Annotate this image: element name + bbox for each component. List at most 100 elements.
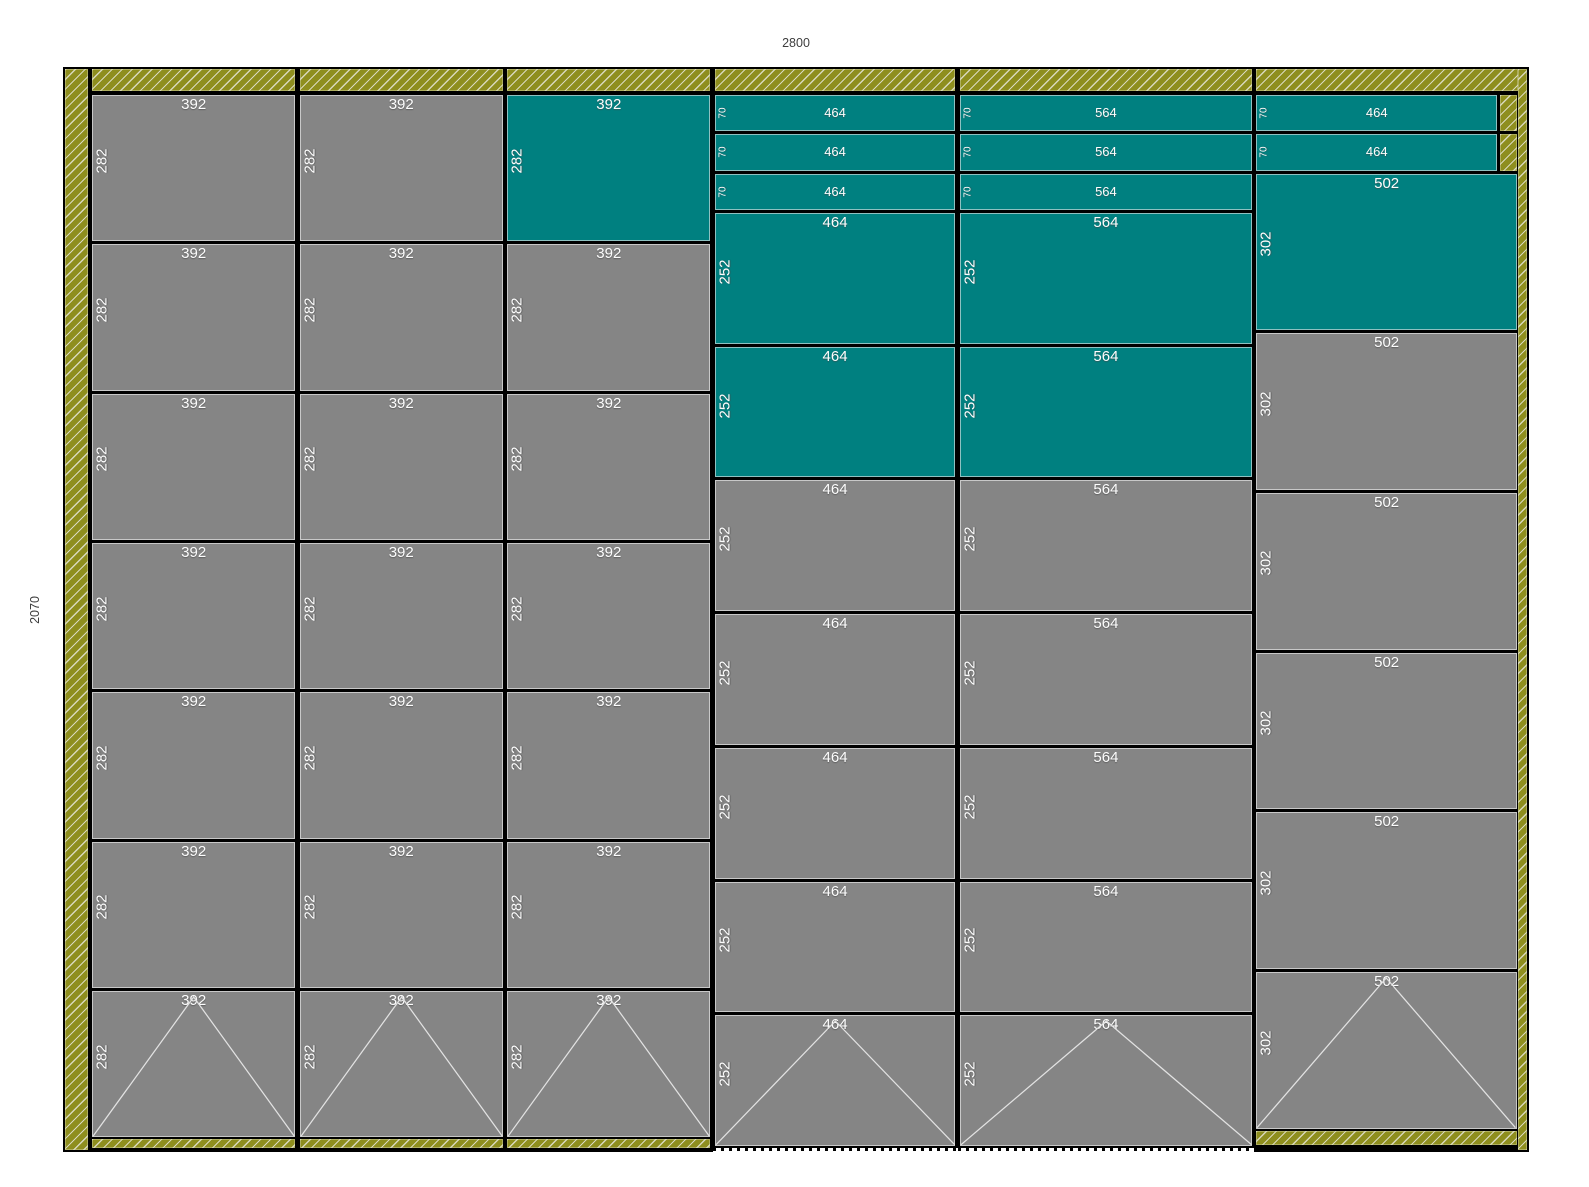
- panel-392x282[interactable]: 392 282: [507, 393, 711, 540]
- piece-width-label: 392: [181, 693, 207, 711]
- sheet-edge-dashed-line: [712, 1148, 958, 1152]
- panel-464x252[interactable]: 464 252: [714, 1015, 956, 1147]
- panel-502x302[interactable]: 502 302: [1256, 492, 1517, 650]
- piece-height-label: 282: [93, 894, 111, 920]
- piece-height-label: 252: [961, 927, 979, 953]
- piece-width-label: 392: [181, 543, 207, 561]
- piece-width-label: 464: [822, 213, 848, 231]
- panel-502x302[interactable]: 502 302: [1256, 972, 1517, 1129]
- piece-width-label: 564: [1093, 347, 1119, 365]
- strip-464x70[interactable]: 464 70: [1256, 134, 1498, 171]
- piece-width-label: 464: [822, 748, 848, 766]
- panel-502x302[interactable]: 502 302: [1256, 173, 1517, 331]
- trim-strip-top: [1256, 69, 1518, 91]
- panel-464x252[interactable]: 464 252: [714, 480, 956, 612]
- panel-392x282[interactable]: 392 282: [92, 990, 296, 1138]
- panel-392x282[interactable]: 392 282: [92, 244, 296, 391]
- panel-464x252[interactable]: 464 252: [714, 747, 956, 879]
- panel-392x282[interactable]: 392 282: [92, 95, 296, 242]
- panel-564x252[interactable]: 564 252: [959, 747, 1253, 879]
- panel-392x282[interactable]: 392 282: [299, 542, 503, 690]
- panel-564x252[interactable]: 564 252: [959, 480, 1253, 612]
- piece-height-label: 282: [93, 596, 111, 622]
- offcut-chevron-mark: [960, 1020, 1252, 1146]
- piece-height-label: 252: [961, 392, 979, 419]
- piece-height-label: 70: [1258, 146, 1270, 159]
- trim-strip-top: [959, 69, 1253, 91]
- piece-height-label: 282: [93, 148, 111, 174]
- piece-height-label: 252: [716, 660, 734, 686]
- sheet-height-dimension: 2070: [26, 67, 44, 1152]
- piece-height-label: 70: [717, 107, 729, 119]
- piece-height-label: 282: [93, 297, 111, 323]
- piece-width-label: 464: [822, 347, 848, 365]
- sheet-width-dimension: 2800: [782, 36, 810, 50]
- piece-width-label: 464: [822, 481, 848, 499]
- panel-392x282[interactable]: 392 282: [507, 990, 711, 1138]
- piece-height-label: 282: [301, 894, 319, 920]
- panel-502x302[interactable]: 502 302: [1256, 333, 1517, 490]
- piece-width-label: 464: [824, 105, 846, 121]
- panel-392x282[interactable]: 392 282: [299, 990, 503, 1138]
- panel-464x252[interactable]: 464 252: [714, 212, 956, 344]
- strip-464x70[interactable]: 464 70: [714, 134, 956, 171]
- strip-464x70[interactable]: 464 70: [714, 95, 956, 132]
- strip-564x70[interactable]: 564 70: [959, 95, 1253, 132]
- piece-height-label: 302: [1257, 391, 1275, 417]
- panel-392x282[interactable]: 392 282: [507, 95, 711, 242]
- panel-392x282[interactable]: 392 282: [299, 841, 503, 988]
- panel-502x302[interactable]: 502 302: [1256, 812, 1517, 969]
- panel-502x302[interactable]: 502 302: [1256, 652, 1517, 810]
- panel-392x282[interactable]: 392 282: [299, 692, 503, 839]
- piece-width-label: 392: [388, 394, 414, 412]
- panel-392x282[interactable]: 392 282: [299, 393, 503, 540]
- strip-564x70[interactable]: 564 70: [959, 134, 1253, 171]
- panel-392x282[interactable]: 392 282: [299, 244, 503, 391]
- panel-392x282[interactable]: 392 282: [507, 692, 711, 839]
- panel-564x252[interactable]: 564 252: [959, 1015, 1253, 1147]
- piece-height-label: 282: [508, 745, 526, 771]
- panel-392x282[interactable]: 392 282: [92, 692, 296, 839]
- trim-strip-top: [299, 69, 503, 91]
- piece-width-label: 464: [824, 183, 846, 199]
- piece-height-label: 282: [508, 148, 526, 174]
- panel-464x252[interactable]: 464 252: [714, 346, 956, 478]
- panel-392x282[interactable]: 392 282: [92, 393, 296, 540]
- piece-width-label: 464: [822, 615, 848, 633]
- strip-464x70[interactable]: 464 70: [1256, 95, 1498, 132]
- panel-392x282[interactable]: 392 282: [92, 841, 296, 988]
- strip-464x70[interactable]: 464 70: [714, 173, 956, 210]
- piece-width-label: 464: [824, 144, 846, 160]
- panel-564x252[interactable]: 564 252: [959, 614, 1253, 745]
- piece-width-label: 564: [1093, 615, 1119, 633]
- piece-height-label: 282: [508, 297, 526, 323]
- piece-width-label: 392: [388, 842, 414, 860]
- piece-width-label: 392: [596, 543, 622, 561]
- piece-height-label: 302: [1257, 1030, 1275, 1056]
- panel-392x282[interactable]: 392 282: [507, 542, 711, 690]
- piece-height-label: 252: [716, 526, 734, 552]
- offcut-chevron-mark: [92, 995, 295, 1137]
- piece-height-label: 302: [1257, 231, 1275, 257]
- piece-width-label: 564: [1093, 882, 1119, 900]
- panel-564x252[interactable]: 564 252: [959, 212, 1253, 344]
- panel-392x282[interactable]: 392 282: [507, 244, 711, 391]
- panel-464x252[interactable]: 464 252: [714, 614, 956, 745]
- panel-392x282[interactable]: 392 282: [507, 841, 711, 988]
- panel-392x282[interactable]: 392 282: [92, 542, 296, 690]
- strip-564x70[interactable]: 564 70: [959, 173, 1253, 210]
- piece-width-label: 464: [822, 882, 848, 900]
- piece-width-label: 392: [596, 96, 622, 113]
- panel-464x252[interactable]: 464 252: [714, 881, 956, 1013]
- panel-564x252[interactable]: 564 252: [959, 881, 1253, 1013]
- piece-height-label: 282: [301, 596, 319, 622]
- panel-392x282[interactable]: 392 282: [299, 95, 503, 242]
- piece-height-label: 70: [962, 186, 974, 198]
- piece-height-label: 252: [716, 1061, 734, 1087]
- panel-564x252[interactable]: 564 252: [959, 346, 1253, 478]
- piece-height-label: 282: [301, 148, 319, 174]
- piece-width-label: 392: [181, 842, 207, 860]
- trim-strip-top: [92, 69, 296, 91]
- piece-width-label: 502: [1374, 653, 1400, 671]
- trim-strip-bottom: [507, 1139, 711, 1149]
